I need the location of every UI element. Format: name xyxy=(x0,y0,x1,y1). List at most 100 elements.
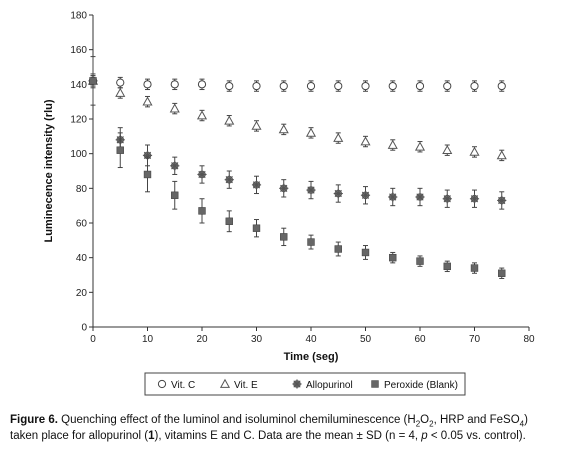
data-point-ray xyxy=(280,184,288,192)
data-point xyxy=(415,192,425,202)
data-point xyxy=(498,269,506,277)
legend-marker xyxy=(371,380,379,388)
data-point xyxy=(414,141,426,151)
caption-text: ) xyxy=(524,414,528,426)
data-point xyxy=(470,81,479,91)
data-point xyxy=(387,139,398,149)
data-point-ray xyxy=(416,193,424,201)
data-point-ray xyxy=(470,195,479,203)
legend-marker xyxy=(292,379,302,389)
legend-label: Vit. E xyxy=(234,380,258,391)
legend: Vit. C Vit. E Allopurinol Peroxide (Blank) xyxy=(144,372,466,396)
data-point-ray xyxy=(252,181,261,189)
data-point xyxy=(497,195,507,206)
data-point xyxy=(307,238,315,246)
data-point xyxy=(224,115,235,125)
x-tick-label: 50 xyxy=(360,334,372,345)
legend-box xyxy=(144,372,466,396)
y-tick-label: 100 xyxy=(70,149,87,160)
data-point xyxy=(388,81,397,91)
data-point xyxy=(252,224,261,232)
x-tick-label: 0 xyxy=(90,334,96,345)
data-point xyxy=(196,110,208,120)
data-point xyxy=(470,264,479,272)
caption-text: , HRP and FeSO xyxy=(433,414,520,426)
data-point xyxy=(361,81,370,91)
data-point xyxy=(171,191,179,199)
data-point xyxy=(278,124,289,134)
y-tick-label: 120 xyxy=(70,115,87,126)
data-point xyxy=(497,81,506,91)
x-tick-label: 20 xyxy=(196,334,208,345)
legend-label: Peroxide (Blank) xyxy=(384,380,458,391)
x-tick-label: 10 xyxy=(142,334,154,345)
caption-subscript: 2 xyxy=(415,419,421,429)
y-tick-label: 140 xyxy=(70,80,87,91)
series-2 xyxy=(88,73,507,210)
data-point xyxy=(333,188,343,199)
y-tick-label: 20 xyxy=(76,288,88,299)
data-point xyxy=(333,132,344,142)
data-point-ray xyxy=(225,176,233,184)
data-point-ray xyxy=(171,162,179,170)
data-point xyxy=(116,78,125,87)
data-point xyxy=(388,192,398,202)
data-point-ray xyxy=(498,196,506,205)
data-point xyxy=(225,217,233,225)
data-point xyxy=(252,81,261,91)
chart: 0 20 40 60 80 100 120 140 160 180 0 10 20 30 40 50 60 70 8… xyxy=(43,11,535,396)
legend-marker xyxy=(219,378,231,388)
series-1 xyxy=(87,75,507,162)
series-3 xyxy=(89,56,506,279)
caption-text: taken place for allopurinol ( xyxy=(10,430,149,442)
data-point xyxy=(169,103,180,113)
x-tick-label: 30 xyxy=(251,334,263,345)
legend-marker xyxy=(157,379,167,389)
data-point xyxy=(443,262,451,271)
data-point xyxy=(143,170,152,179)
data-point-ray xyxy=(334,189,342,198)
data-point xyxy=(225,81,234,91)
data-point xyxy=(389,253,397,262)
data-point-ray xyxy=(389,193,397,201)
data-point xyxy=(279,81,288,91)
data-point xyxy=(415,81,425,91)
data-point xyxy=(305,127,317,137)
caption-subscript: 2 xyxy=(429,419,434,429)
x-tick-label: 60 xyxy=(414,334,426,345)
x-tick-label: 70 xyxy=(469,334,481,345)
data-point xyxy=(360,136,371,146)
data-point xyxy=(442,194,452,204)
data-point xyxy=(442,144,453,155)
p-symbol: p xyxy=(421,430,428,442)
y-tick-label: 180 xyxy=(70,11,87,22)
x-tick-label: 80 xyxy=(523,334,535,345)
caption-text: O xyxy=(420,414,430,426)
caption-text: < 0.05 vs. control). xyxy=(427,430,526,442)
legend-label: Allopurinol xyxy=(306,380,353,391)
data-point xyxy=(306,81,316,91)
data-point xyxy=(469,146,480,156)
caption-text: ), vitamins E and C. Data are the mean ±… xyxy=(154,430,422,442)
data-point xyxy=(251,120,262,130)
legend-label: Vit. C xyxy=(171,380,195,391)
data-point xyxy=(224,175,234,185)
y-tick-label: 80 xyxy=(76,184,88,195)
data-point xyxy=(361,248,370,257)
data-point xyxy=(89,77,97,85)
data-point xyxy=(251,180,262,190)
data-point xyxy=(306,185,316,195)
y-tick-label: 0 xyxy=(81,323,87,334)
chart-marks xyxy=(87,56,507,279)
caption-text: Quenching effect of the luminol and isol… xyxy=(57,414,416,426)
data-point-ray xyxy=(307,186,315,194)
x-tick-label: 40 xyxy=(305,334,317,345)
data-point-ray xyxy=(361,191,370,199)
data-point xyxy=(360,190,371,200)
series-0 xyxy=(88,75,506,92)
data-point xyxy=(198,207,206,215)
data-point xyxy=(443,81,452,91)
y-axis-label: Luminecence intensity (rlu) xyxy=(43,99,55,242)
data-point xyxy=(170,80,179,89)
data-point-ray xyxy=(198,170,206,179)
